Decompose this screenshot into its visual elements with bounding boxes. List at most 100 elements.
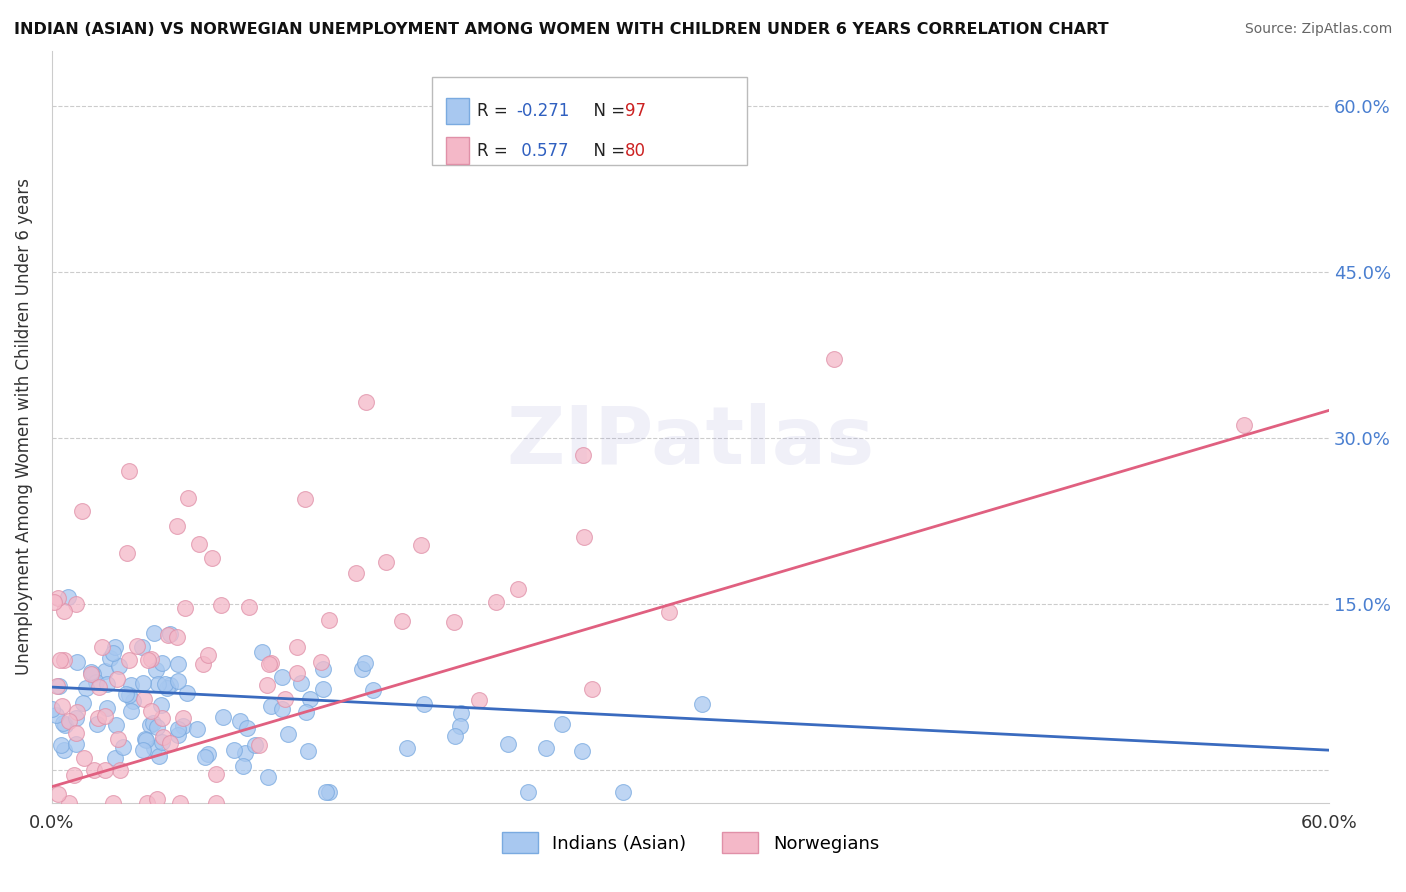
Point — [49, 653, 72, 667]
Point — [205, 766, 228, 780]
Point — [83, 763, 105, 777]
Point — [134, 731, 156, 746]
Point — [112, 740, 135, 755]
Point — [72, 696, 94, 710]
Point — [309, 655, 332, 669]
Point — [136, 797, 159, 811]
Point — [312, 681, 335, 696]
Point — [120, 704, 142, 718]
Point — [142, 715, 165, 730]
Point — [51, 699, 73, 714]
Point — [150, 656, 173, 670]
Point — [146, 720, 169, 734]
Point — [412, 697, 434, 711]
Point — [159, 627, 181, 641]
Point — [156, 681, 179, 695]
Point — [96, 700, 118, 714]
Point — [143, 741, 166, 756]
Point — [94, 664, 117, 678]
Point — [136, 653, 159, 667]
Point — [48, 679, 70, 693]
Text: N =: N = — [582, 142, 630, 160]
Point — [166, 630, 188, 644]
Point — [46, 787, 69, 801]
Point — [49, 738, 72, 752]
Point — [257, 657, 280, 671]
Text: 80: 80 — [624, 142, 645, 160]
Point — [350, 662, 373, 676]
Point — [257, 771, 280, 785]
Point — [101, 647, 124, 661]
Point — [150, 711, 173, 725]
Point — [224, 743, 246, 757]
Point — [344, 566, 367, 581]
Point — [176, 686, 198, 700]
Point — [131, 640, 153, 654]
Point — [52, 715, 75, 730]
Point — [506, 582, 529, 596]
Point — [174, 600, 197, 615]
Point — [229, 714, 252, 728]
Point — [110, 763, 132, 777]
Point — [260, 698, 283, 713]
Point — [149, 698, 172, 712]
Point — [65, 737, 87, 751]
Point — [250, 645, 273, 659]
Point — [45, 707, 67, 722]
Point — [294, 705, 316, 719]
Point — [65, 711, 87, 725]
Point — [236, 721, 259, 735]
Point — [41, 702, 63, 716]
Point — [450, 706, 472, 720]
Point — [132, 743, 155, 757]
Point — [58, 797, 80, 811]
Text: 97: 97 — [624, 102, 645, 120]
Point — [82, 667, 104, 681]
Point — [135, 732, 157, 747]
Point — [443, 615, 465, 629]
Point — [122, 694, 145, 708]
Point — [101, 797, 124, 811]
Point — [118, 653, 141, 667]
Point — [249, 738, 271, 752]
Point — [312, 662, 335, 676]
Point — [209, 599, 232, 613]
Point — [270, 670, 292, 684]
Point — [823, 352, 845, 367]
Point — [58, 714, 80, 729]
Point — [118, 465, 141, 479]
Point — [285, 665, 308, 680]
Point — [238, 599, 260, 614]
Point — [117, 546, 139, 560]
Point — [197, 747, 219, 761]
Text: R =: R = — [477, 142, 513, 160]
Point — [152, 730, 174, 744]
Point — [1233, 417, 1256, 432]
Point — [66, 656, 89, 670]
Point — [193, 657, 215, 671]
Point — [235, 746, 257, 760]
Point — [201, 551, 224, 566]
Point — [205, 797, 228, 811]
Point — [287, 640, 309, 655]
Point — [115, 686, 138, 700]
Point — [70, 504, 93, 518]
Text: -0.271: -0.271 — [516, 102, 569, 120]
Point — [354, 395, 377, 409]
Point — [75, 681, 97, 696]
Point — [361, 683, 384, 698]
Point — [52, 653, 75, 667]
Point — [53, 604, 76, 618]
Point — [411, 538, 433, 552]
Point — [58, 590, 80, 604]
Point — [294, 491, 316, 506]
Point — [581, 682, 603, 697]
Point — [374, 555, 396, 569]
Point — [449, 719, 471, 733]
Point — [612, 785, 634, 799]
Point — [167, 657, 190, 671]
Point — [169, 797, 191, 811]
Point — [484, 595, 506, 609]
Point — [290, 676, 312, 690]
Point — [139, 717, 162, 731]
